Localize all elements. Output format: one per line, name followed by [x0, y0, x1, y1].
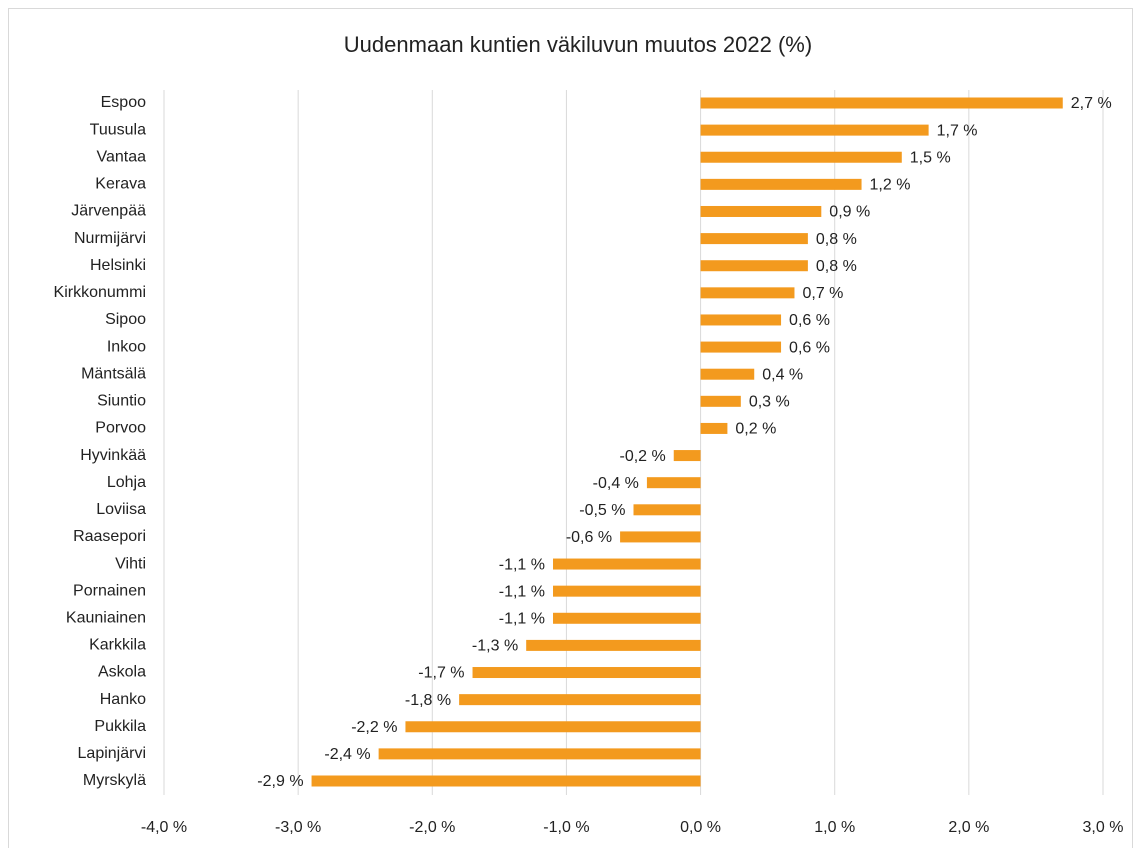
- bar: [620, 531, 701, 543]
- y-tick-label: Tuusula: [90, 121, 146, 138]
- bar: [700, 97, 1063, 109]
- value-label: -0,2 %: [619, 448, 665, 465]
- y-tick-label: Mäntsälä: [81, 365, 146, 382]
- y-tick-label: Lohja: [107, 474, 146, 491]
- y-tick-label: Kerava: [95, 176, 146, 193]
- value-label: 1,5 %: [910, 149, 951, 166]
- value-label: -2,4 %: [324, 746, 370, 763]
- value-label: 2,7 %: [1071, 95, 1112, 112]
- y-tick-label: Helsinki: [90, 257, 146, 274]
- value-label: 0,8 %: [816, 258, 857, 275]
- y-tick-label: Pukkila: [94, 718, 146, 735]
- y-tick-label: Kauniainen: [66, 609, 146, 626]
- chart-border: [8, 8, 1133, 848]
- bar: [700, 368, 755, 380]
- bar: [553, 585, 701, 597]
- value-label: -1,1 %: [499, 583, 545, 600]
- bar: [700, 314, 782, 326]
- bar: [700, 151, 902, 163]
- y-tick-label: Järvenpää: [71, 203, 146, 220]
- bar: [673, 450, 701, 462]
- x-tick-label: -1,0 %: [543, 819, 589, 836]
- value-label: 1,2 %: [870, 177, 911, 194]
- x-tick-label: -4,0 %: [141, 819, 187, 836]
- bar: [700, 205, 822, 217]
- bar: [553, 558, 701, 570]
- value-label: -0,4 %: [593, 475, 639, 492]
- bar: [526, 639, 701, 651]
- y-tick-label: Kirkkonummi: [54, 284, 146, 301]
- y-tick-label: Porvoo: [95, 420, 146, 437]
- value-label: 0,6 %: [789, 339, 830, 356]
- y-tick-label: Vantaa: [96, 148, 146, 165]
- x-tick-label: 2,0 %: [948, 819, 989, 836]
- x-tick-label: -3,0 %: [275, 819, 321, 836]
- y-tick-label: Inkoo: [107, 338, 146, 355]
- value-label: 0,9 %: [829, 204, 870, 221]
- bar: [378, 748, 701, 760]
- bar: [700, 178, 862, 190]
- value-label: -2,2 %: [351, 719, 397, 736]
- y-tick-label: Askola: [98, 664, 146, 681]
- bar: [700, 287, 795, 299]
- value-label: -1,8 %: [405, 692, 451, 709]
- value-label: -1,1 %: [499, 556, 545, 573]
- value-label: 1,7 %: [937, 122, 978, 139]
- y-tick-label: Loviisa: [96, 501, 146, 518]
- x-tick-label: -2,0 %: [409, 819, 455, 836]
- value-label: 0,6 %: [789, 312, 830, 329]
- bar: [646, 477, 701, 489]
- bar: [700, 233, 808, 245]
- value-label: -1,3 %: [472, 638, 518, 655]
- y-tick-label: Raasepori: [73, 528, 146, 545]
- y-tick-label: Hanko: [100, 691, 146, 708]
- y-tick-label: Myrskylä: [83, 772, 146, 789]
- value-label: -2,9 %: [257, 773, 303, 790]
- value-label: -1,1 %: [499, 610, 545, 627]
- value-label: 0,7 %: [802, 285, 843, 302]
- y-tick-label: Espoo: [101, 94, 146, 111]
- value-label: 0,8 %: [816, 231, 857, 248]
- x-tick-label: 3,0 %: [1083, 819, 1124, 836]
- x-tick-label: 0,0 %: [680, 819, 721, 836]
- chart-title: Uudenmaan kuntien väkiluvun muutos 2022 …: [344, 32, 812, 57]
- value-label: 0,4 %: [762, 366, 803, 383]
- bar: [553, 612, 701, 624]
- bar: [472, 667, 701, 679]
- value-label: -0,6 %: [566, 529, 612, 546]
- y-tick-label: Nurmijärvi: [74, 230, 146, 247]
- bar: [405, 721, 701, 733]
- value-label: -0,5 %: [579, 502, 625, 519]
- y-tick-label: Vihti: [115, 555, 146, 572]
- y-tick-label: Hyvinkää: [80, 447, 146, 464]
- y-tick-label: Siuntio: [97, 393, 146, 410]
- y-tick-label: Lapinjärvi: [78, 745, 146, 762]
- bar: [700, 341, 782, 353]
- bar: [633, 504, 701, 516]
- bar: [311, 775, 701, 787]
- bar: [700, 260, 808, 272]
- value-label: -1,7 %: [418, 665, 464, 682]
- bar: [700, 124, 929, 136]
- x-tick-label: 1,0 %: [814, 819, 855, 836]
- bar: [700, 395, 741, 407]
- value-label: 0,2 %: [735, 421, 776, 438]
- y-tick-label: Pornainen: [73, 582, 146, 599]
- y-tick-label: Karkkila: [89, 637, 146, 654]
- bar: [700, 422, 728, 434]
- bar: [459, 694, 701, 706]
- value-label: 0,3 %: [749, 394, 790, 411]
- y-tick-label: Sipoo: [105, 311, 146, 328]
